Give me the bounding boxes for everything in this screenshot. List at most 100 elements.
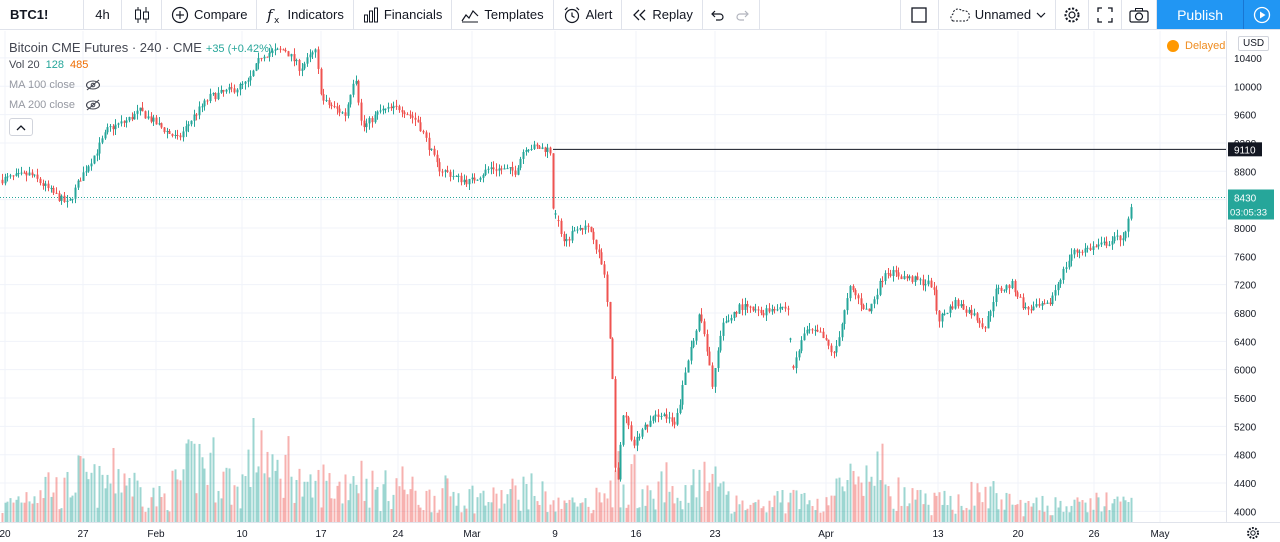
candle-body	[185, 126, 188, 132]
financials-button[interactable]: Financials	[354, 0, 453, 29]
candle-body	[225, 89, 228, 92]
candle-body	[112, 126, 115, 130]
time-axis-bg	[0, 522, 1280, 542]
symbol-search-button[interactable]: BTC1!	[0, 0, 84, 29]
currency-badge[interactable]: USD	[1238, 36, 1270, 51]
candles-group	[1, 43, 1133, 482]
candle-body	[1, 179, 4, 184]
interval-button[interactable]: 4h	[84, 0, 122, 29]
snapshot-button[interactable]	[1122, 0, 1158, 29]
layout-name-button[interactable]: Unnamed	[939, 0, 1057, 29]
volume-bar	[978, 492, 981, 522]
volume-bar	[1046, 505, 1049, 522]
candle-body	[779, 307, 782, 310]
candle-body	[125, 120, 128, 123]
volume-bar	[765, 512, 768, 522]
candle-body	[784, 306, 787, 309]
volume-bar	[274, 470, 277, 522]
candle-body	[725, 321, 728, 323]
candle-body	[174, 134, 177, 136]
candle-body	[4, 177, 7, 184]
candle-body	[150, 116, 153, 122]
candle-body	[622, 415, 625, 445]
candle-body	[322, 94, 325, 101]
volume-bar	[698, 469, 701, 522]
time-tick-label: Mar	[463, 529, 481, 540]
candle-body	[257, 58, 260, 64]
redo-button[interactable]	[731, 0, 760, 29]
volume-bar	[55, 477, 58, 522]
candle-body	[284, 49, 287, 52]
candle-body	[544, 147, 547, 152]
chart-style-button[interactable]	[122, 0, 162, 29]
candle-body	[1130, 207, 1133, 219]
volume-bar	[1043, 511, 1046, 522]
undo-icon	[710, 10, 724, 21]
candle-body	[141, 107, 144, 112]
volume-bar	[147, 507, 150, 522]
volume-bar	[903, 487, 906, 522]
hidden-eye-icon[interactable]	[85, 79, 101, 91]
volume-bar	[1008, 493, 1011, 522]
publish-button[interactable]: Publish	[1157, 0, 1244, 29]
legend-volume-row[interactable]: Vol 20 128 485	[9, 59, 88, 71]
settings-button[interactable]	[1056, 0, 1090, 29]
volume-bar	[106, 474, 109, 522]
candle-body	[765, 308, 768, 316]
volume-bar	[1113, 498, 1116, 522]
alert-button[interactable]: Alert	[554, 0, 623, 29]
legend-ma100-row[interactable]: MA 100 close	[9, 79, 101, 91]
delayed-badge[interactable]: Delayed	[1167, 40, 1225, 52]
fullscreen-button[interactable]	[1089, 0, 1123, 29]
candle-body	[301, 68, 304, 71]
candle-body	[341, 112, 344, 114]
compare-button[interactable]: Compare	[162, 0, 258, 29]
volume-bar	[835, 478, 838, 522]
axis-settings-gear-icon[interactable]	[1247, 527, 1259, 539]
candle-body	[295, 59, 298, 62]
candle-body	[768, 308, 771, 312]
volume-bar	[500, 490, 503, 522]
volume-bar	[214, 502, 217, 522]
candle-body	[71, 198, 74, 200]
candle-body	[352, 83, 355, 95]
candle-body	[968, 309, 971, 313]
volume-bar	[284, 454, 287, 522]
candle-body	[66, 200, 69, 202]
replay-button[interactable]: Replay	[622, 0, 703, 29]
volume-bar	[174, 469, 177, 522]
hidden-eye-icon[interactable]	[85, 99, 101, 111]
fullscreen-layout-button[interactable]	[901, 0, 939, 29]
volume-bar	[266, 451, 269, 522]
candle-body	[814, 329, 817, 331]
candle-body	[1086, 247, 1089, 249]
volume-bar	[733, 511, 736, 522]
chart-area[interactable]: 4000 4400 4800 5200 5600 6000 6400 6800 7200 7600…	[0, 31, 1280, 542]
candle-body	[241, 83, 244, 85]
replay-label: Replay	[652, 7, 693, 22]
candle-body	[455, 175, 458, 177]
candle-body	[641, 429, 644, 437]
legend-collapse-button[interactable]	[9, 118, 33, 136]
templates-button[interactable]: Templates	[452, 0, 554, 29]
volume-bar	[989, 486, 992, 522]
play-button[interactable]	[1244, 0, 1280, 29]
volume-bar	[530, 473, 533, 522]
candle-body	[236, 89, 239, 93]
candle-body	[1095, 246, 1098, 248]
volume-bar	[879, 480, 882, 522]
volume-bar	[1089, 498, 1092, 522]
candle-body	[849, 286, 852, 299]
volume-bar	[617, 451, 620, 522]
candle-body	[309, 54, 312, 58]
undo-button[interactable]	[703, 0, 731, 29]
volume-bar	[665, 462, 668, 522]
candle-body	[992, 301, 995, 312]
candle-body	[822, 331, 825, 339]
volume-bar	[263, 473, 266, 522]
price-chart[interactable]: 4000 4400 4800 5200 5600 6000 6400 6800 7200 7600…	[0, 31, 1280, 542]
volume-bar	[252, 418, 255, 522]
legend-ma200-row[interactable]: MA 200 close	[9, 99, 101, 111]
volume-bar	[320, 507, 323, 522]
